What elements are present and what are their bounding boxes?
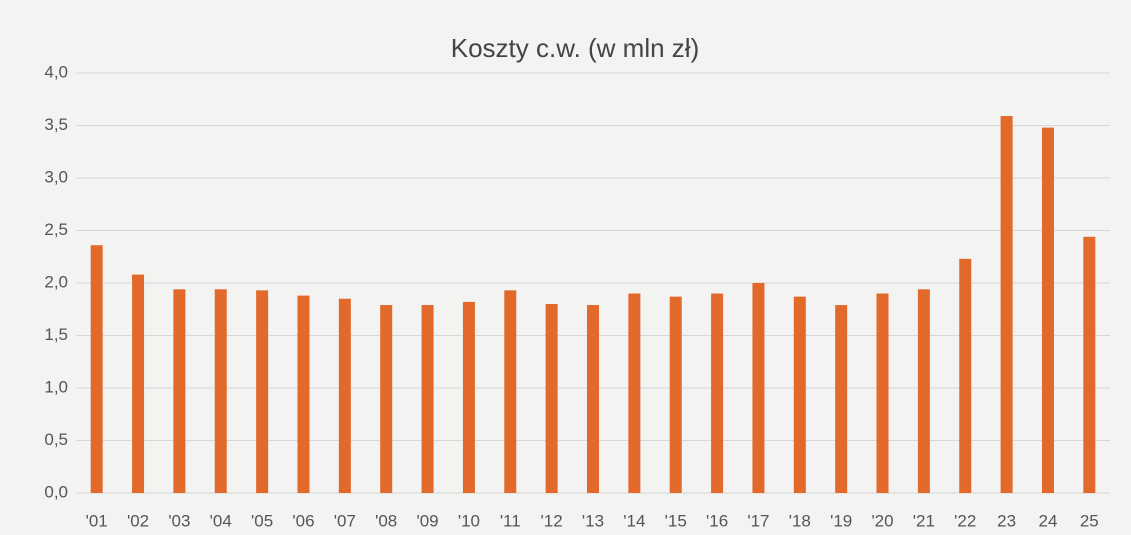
- bar: [752, 283, 765, 493]
- bar: [504, 290, 517, 493]
- bar: [669, 296, 682, 493]
- y-tick-label: 1,0: [44, 377, 68, 396]
- x-tick-label: '10: [458, 511, 480, 530]
- bar: [338, 298, 351, 493]
- x-tick-label: 25: [1080, 511, 1099, 530]
- y-tick-label: 1,5: [44, 325, 68, 344]
- x-tick-label: '22: [954, 511, 976, 530]
- bar: [917, 289, 930, 493]
- bar: [711, 293, 724, 493]
- bar: [1041, 127, 1054, 493]
- x-tick-label: '16: [706, 511, 728, 530]
- bar: [173, 289, 186, 493]
- x-tick-label: '05: [251, 511, 273, 530]
- x-tick-label: 23: [997, 511, 1016, 530]
- x-tick-label: '02: [127, 511, 149, 530]
- y-tick-label: 3,0: [44, 167, 68, 186]
- bar: [587, 305, 599, 493]
- bar: [90, 245, 103, 493]
- x-tick-label: '12: [541, 511, 563, 530]
- y-tick-label: 0,5: [44, 430, 68, 449]
- x-tick-label: '14: [623, 511, 645, 530]
- chart-title: Koszty c.w. (w mln zł): [451, 33, 699, 63]
- bar: [1000, 116, 1013, 494]
- x-tick-label: '09: [416, 511, 438, 530]
- x-tick-label: '11: [500, 511, 521, 530]
- y-tick-label: 0,0: [44, 482, 68, 501]
- x-tick-label: '03: [168, 511, 190, 530]
- bar: [876, 293, 889, 493]
- bar: [256, 290, 269, 493]
- x-tick-label: '04: [210, 511, 232, 530]
- x-tick-label: '19: [830, 511, 852, 530]
- bar: [628, 293, 641, 493]
- x-tick-label: '17: [747, 511, 769, 530]
- bar: [380, 305, 393, 493]
- x-tick-label: 24: [1038, 511, 1057, 530]
- bar: [835, 305, 848, 493]
- y-tick-label: 3,5: [44, 115, 68, 134]
- x-tick-label: '15: [665, 511, 687, 530]
- bar: [421, 305, 434, 493]
- y-tick-label: 4,0: [44, 62, 68, 81]
- bar: [545, 304, 558, 493]
- x-tick-label: '01: [86, 511, 108, 530]
- y-tick-label: 2,0: [44, 272, 68, 291]
- bar: [214, 289, 227, 493]
- bar: [793, 296, 806, 493]
- x-tick-label: '07: [334, 511, 356, 530]
- bar: [959, 258, 972, 493]
- x-tick-label: '06: [292, 511, 314, 530]
- x-tick-label: '18: [789, 511, 811, 530]
- x-tick-label: '13: [582, 511, 604, 530]
- x-tick-label: '20: [871, 511, 893, 530]
- bar: [1083, 236, 1096, 494]
- bar: [132, 274, 145, 493]
- y-tick-label: 2,5: [44, 220, 68, 239]
- x-tick-label: '08: [375, 511, 397, 530]
- x-tick-label: '21: [913, 511, 935, 530]
- bar: [462, 301, 475, 493]
- bar: [297, 295, 310, 493]
